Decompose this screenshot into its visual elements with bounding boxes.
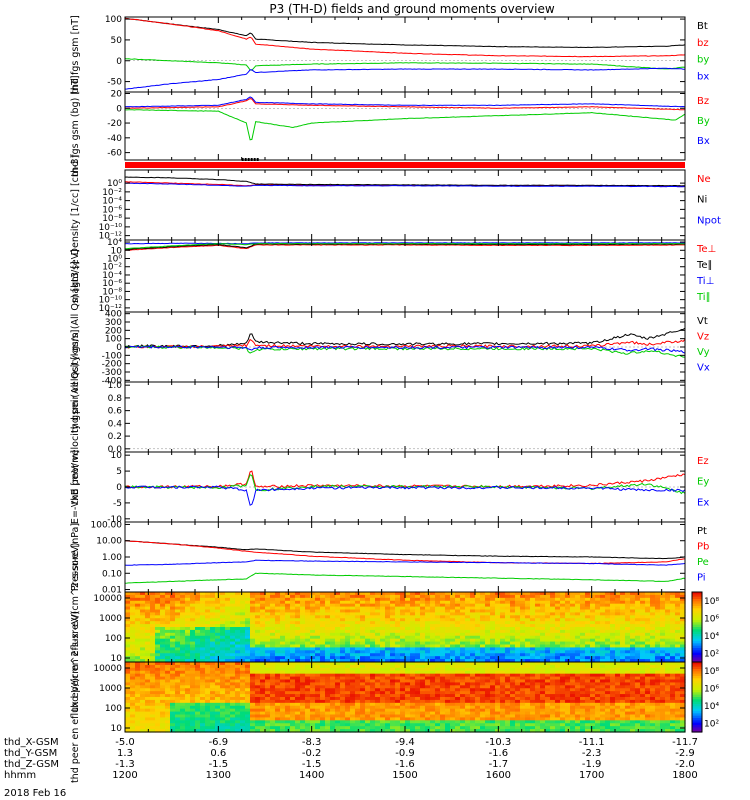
legend-Bz: Bz <box>697 96 709 107</box>
legend-Ez: Ez <box>697 456 709 467</box>
panel-5: VtVzVyVx4003002001000-100-200-300-400thd… <box>70 261 710 433</box>
legend-Vx: Vx <box>697 363 710 374</box>
legend-Vz: Vz <box>697 332 709 343</box>
series-group-1 <box>125 18 685 89</box>
y-tick-label: 1.00 <box>102 553 122 563</box>
colorbar-tick-label: 10² <box>704 649 719 659</box>
legend-Vy: Vy <box>697 347 710 358</box>
legend-by: by <box>697 55 709 66</box>
y-tick-label: 50 <box>111 36 123 46</box>
legend-Ey: Ey <box>697 477 709 488</box>
series-line-Ex <box>125 486 685 505</box>
legend-bz: bz <box>697 38 709 49</box>
y-axis-label: E=-VxB [mV/m] <box>70 450 81 524</box>
legend-Vt: Vt <box>697 316 708 327</box>
panel-frame <box>125 382 685 452</box>
legend-Te∥: Te∥ <box>696 260 713 271</box>
legend-bx: bx <box>697 71 709 82</box>
y-tick-label: 1000 <box>99 614 122 624</box>
y-axis-label: Density [1/cc] [cm-3] <box>70 155 81 256</box>
y-tick-label: 100.00 <box>91 520 123 530</box>
series-line-Pe <box>125 573 685 583</box>
series-line-bz <box>125 18 685 57</box>
y-tick-label: 0.2 <box>108 432 122 442</box>
legend-Ti⊥: Ti⊥ <box>696 276 714 287</box>
legend-Bt: Bt <box>697 21 708 32</box>
legend-Bx: Bx <box>697 136 710 147</box>
panel-frame <box>125 92 685 160</box>
series-line-Ez <box>125 471 685 488</box>
panels: Btbzbybx100500-50thd fgs gsm [nT]BzByBx2… <box>70 15 721 783</box>
y-tick-label: -20 <box>107 119 122 129</box>
y-tick-label: 100 <box>105 634 122 644</box>
colorbar-tick-label: 10⁸ <box>704 597 719 607</box>
y-tick-label: -50 <box>107 78 122 88</box>
y-tick-label: 0.8 <box>108 394 123 404</box>
series-line-Pb <box>125 541 685 564</box>
y-tick-label: 1.0 <box>108 381 123 391</box>
colorbar-tick-label: 10⁶ <box>704 614 719 624</box>
spectrogram-9 <box>125 592 686 663</box>
legend-Te⊥: Te⊥ <box>696 244 716 255</box>
panel-7: EzEyEx1050-5-10E=-VxB [mV/m] <box>70 450 709 525</box>
y-tick-label: 0.10 <box>102 569 122 579</box>
legend-Pi: Pi <box>697 573 706 584</box>
series-line-Vt <box>125 328 685 347</box>
figure-title: P3 (TH-D) fields and ground moments over… <box>269 2 554 16</box>
legend-Ex: Ex <box>697 497 709 508</box>
panel-2: BzByBx200-20-40-60thd fgs gsm (bg) [nT] <box>70 75 710 176</box>
series-group-5 <box>125 328 685 357</box>
legend-Pt: Pt <box>697 526 707 537</box>
panel-frame <box>125 240 685 312</box>
legend-By: By <box>697 116 710 127</box>
y-tick-label: 10 <box>111 654 123 664</box>
series-line-Pt <box>125 541 685 559</box>
y-tick-label: 100 <box>105 15 122 25</box>
y-tick-label: 10000 <box>93 594 122 604</box>
panel-8: PtPbPePi100.0010.001.000.100.01Pressure … <box>70 520 709 595</box>
y-tick-label: 20 <box>111 89 123 99</box>
y-tick-label: -40 <box>107 134 122 144</box>
series-line-By <box>125 110 685 140</box>
series-line-bx <box>125 68 685 89</box>
y-tick-label: 0.6 <box>108 407 123 417</box>
panel-6: 1.00.80.60.40.20.0thd peer velocity gsm … <box>70 330 685 505</box>
legend-Ti∥: Ti∥ <box>696 292 711 303</box>
legend-Ne: Ne <box>697 174 711 185</box>
colorbar-9: 10⁸ 10⁶ 10⁴ 10² <box>692 592 719 663</box>
legend-Pe: Pe <box>697 557 709 568</box>
legend-Pb: Pb <box>697 542 709 553</box>
panel-frame <box>125 170 685 240</box>
y-tick-label: 10.00 <box>96 537 122 547</box>
series-line-Pi <box>125 560 685 565</box>
legend-Npot: Npot <box>697 215 721 226</box>
y-tick-label: 0 <box>116 483 122 493</box>
series-line-Vx <box>125 346 685 353</box>
panel-4: Te⊥Te∥Ti⊥Ti∥10⁴10⁲10⁰10⁻²10⁻⁴10⁻⁶10⁻⁸10⁻… <box>70 238 716 314</box>
y-tick-label: 10 <box>111 451 123 461</box>
y-tick-label: -5 <box>113 499 122 509</box>
series-group-2 <box>125 97 685 140</box>
y-tick-label: -60 <box>107 149 122 159</box>
y-tick-label: 5 <box>116 467 122 477</box>
series-group-8 <box>125 541 685 584</box>
y-tick-label: 0 <box>116 104 122 114</box>
legend-Ni: Ni <box>697 195 707 206</box>
colorbar-tick-label: 10⁴ <box>704 632 719 642</box>
y-tick-label: 0 <box>116 57 122 67</box>
series-group-7 <box>125 471 685 505</box>
series-line-Bx <box>125 97 685 107</box>
spectrogram-10 <box>125 662 686 733</box>
panel-1: Btbzbybx100500-50thd fgs gsm [nT] <box>70 15 709 94</box>
y-tick-label: 0.4 <box>108 419 123 429</box>
series-group-3 <box>125 177 685 187</box>
